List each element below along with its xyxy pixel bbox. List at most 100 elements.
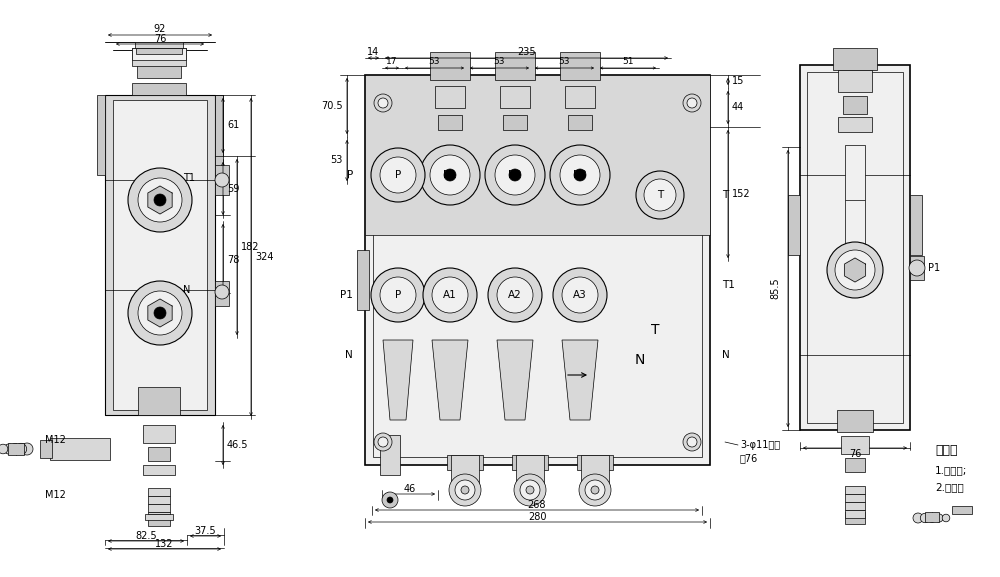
Text: 76: 76 <box>154 34 166 44</box>
Circle shape <box>687 437 697 447</box>
Text: N: N <box>183 285 190 295</box>
Circle shape <box>10 444 20 455</box>
Text: P: P <box>347 170 353 180</box>
Circle shape <box>423 268 477 322</box>
Circle shape <box>444 169 456 181</box>
Bar <box>8 443 24 455</box>
Bar <box>113 100 207 410</box>
Bar <box>495 52 535 80</box>
Bar <box>512 455 548 470</box>
Text: 76: 76 <box>849 449 861 459</box>
Bar <box>143 465 175 475</box>
Bar <box>380 435 400 475</box>
Circle shape <box>560 155 600 195</box>
Text: 53: 53 <box>559 58 570 66</box>
Text: 14: 14 <box>367 47 380 57</box>
Text: 61: 61 <box>227 121 239 130</box>
Bar <box>357 250 369 310</box>
Text: 268: 268 <box>528 500 546 510</box>
Polygon shape <box>148 299 172 327</box>
Text: 技术要: 技术要 <box>935 444 958 456</box>
Circle shape <box>371 148 425 202</box>
Text: A3: A3 <box>573 290 587 300</box>
Circle shape <box>550 145 610 205</box>
Bar <box>500 86 530 108</box>
Text: 235: 235 <box>517 47 536 57</box>
Text: 59: 59 <box>227 183 239 193</box>
Circle shape <box>380 157 416 193</box>
Circle shape <box>461 486 469 494</box>
Circle shape <box>382 492 398 508</box>
Bar <box>451 455 479 485</box>
Bar <box>430 52 470 80</box>
Circle shape <box>0 444 8 454</box>
Text: M12: M12 <box>45 435 65 445</box>
Bar <box>143 425 175 443</box>
Bar <box>503 115 527 130</box>
Text: 182: 182 <box>241 242 260 252</box>
Bar <box>50 438 110 460</box>
Circle shape <box>591 486 599 494</box>
Bar <box>845 502 865 510</box>
Text: 46: 46 <box>404 484 416 494</box>
Text: T: T <box>651 323 659 337</box>
Polygon shape <box>383 340 413 420</box>
Bar <box>910 256 924 280</box>
Bar <box>838 117 872 132</box>
Text: 53: 53 <box>331 155 343 165</box>
Circle shape <box>455 480 475 500</box>
Circle shape <box>913 513 923 523</box>
Bar <box>148 447 170 461</box>
Text: 70.5: 70.5 <box>321 101 343 111</box>
Text: N: N <box>722 350 730 360</box>
Bar <box>845 510 865 518</box>
Text: A2: A2 <box>508 290 522 300</box>
Bar <box>148 514 170 526</box>
Text: B1: B1 <box>443 170 457 180</box>
Bar <box>560 52 600 80</box>
Bar <box>435 86 465 108</box>
Bar <box>136 48 182 54</box>
Text: 2.公称压: 2.公称压 <box>935 482 964 492</box>
Bar <box>845 458 865 472</box>
Text: M12: M12 <box>45 490 65 500</box>
Bar <box>833 48 877 70</box>
Text: T: T <box>722 190 728 200</box>
Bar <box>581 455 609 485</box>
Bar <box>148 512 170 520</box>
Text: T: T <box>657 190 663 200</box>
Circle shape <box>920 514 930 523</box>
Text: P1: P1 <box>928 263 940 273</box>
Bar <box>135 42 183 48</box>
Circle shape <box>449 474 481 506</box>
Circle shape <box>4 444 14 454</box>
Bar <box>925 512 939 522</box>
Bar <box>132 83 186 95</box>
Bar <box>40 440 52 458</box>
Text: 53: 53 <box>494 58 505 66</box>
Bar <box>843 96 867 114</box>
Circle shape <box>378 98 388 108</box>
Bar <box>577 455 613 470</box>
Circle shape <box>154 194 166 206</box>
Text: P1: P1 <box>340 290 353 300</box>
Bar <box>132 48 186 66</box>
Circle shape <box>387 497 393 503</box>
Circle shape <box>935 514 943 522</box>
Bar <box>447 455 483 470</box>
Text: T1: T1 <box>183 173 195 183</box>
Bar <box>148 504 170 512</box>
Circle shape <box>21 443 33 455</box>
Text: P: P <box>395 290 401 300</box>
Bar <box>568 115 592 130</box>
Polygon shape <box>562 340 598 420</box>
Circle shape <box>215 285 229 299</box>
Circle shape <box>683 433 701 451</box>
Bar <box>438 115 462 130</box>
Circle shape <box>585 480 605 500</box>
Text: B3: B3 <box>573 170 587 180</box>
Bar <box>845 512 865 524</box>
Circle shape <box>154 307 166 319</box>
Text: 15: 15 <box>732 76 744 86</box>
Bar <box>952 506 972 514</box>
